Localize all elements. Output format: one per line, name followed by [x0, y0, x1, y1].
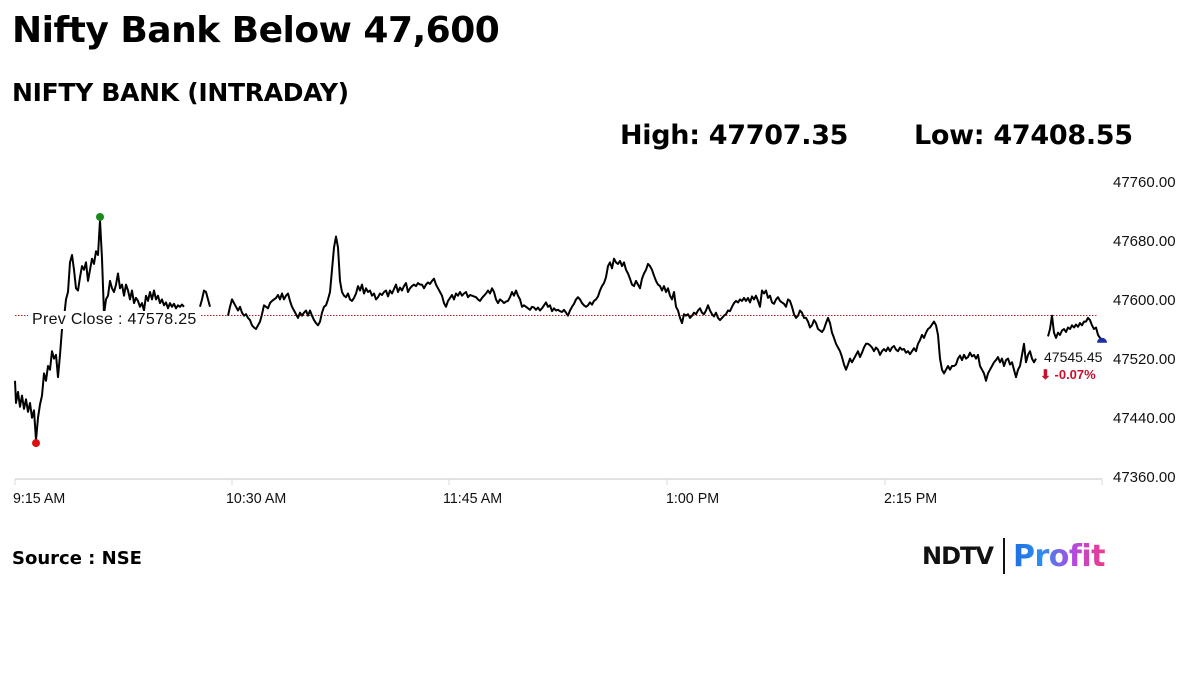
x-tick-label: 10:30 AM — [226, 490, 287, 507]
x-tick-label: 1:00 PM — [666, 490, 720, 507]
y-tick-label: 47600.00 — [1113, 292, 1176, 309]
prev-close-label: Prev Close : 47578.25 — [28, 311, 201, 329]
price-line — [14, 219, 1103, 441]
day-high: High: 47707.35 — [620, 120, 849, 151]
logo-profit-text: Profit — [1012, 538, 1106, 574]
x-tick-label: 2:15 PM — [884, 490, 938, 507]
last-price-marker — [1097, 337, 1107, 343]
logo-ndtv-text: NDTV — [922, 542, 994, 570]
source-note: Source : NSE — [12, 548, 142, 569]
x-tick-label: 11:45 AM — [443, 490, 503, 507]
x-tick-label: 9:15 AM — [13, 490, 66, 507]
low-marker — [32, 439, 40, 448]
change-percent-label: ⬇ -0.07% — [1040, 367, 1096, 382]
last-price-label: 47545.45 — [1044, 349, 1103, 365]
day-low: Low: 47408.55 — [914, 120, 1133, 151]
ndtv-profit-logo: NDTV Profit — [922, 536, 1106, 576]
high-marker — [96, 212, 104, 221]
logo-divider — [1002, 538, 1005, 574]
x-axis-tick-marks — [14, 479, 1103, 485]
chart-title: NIFTY BANK (INTRADAY) — [12, 78, 349, 107]
y-tick-label: 47520.00 — [1113, 351, 1176, 368]
y-tick-label: 47440.00 — [1113, 410, 1176, 427]
y-tick-label: 47760.00 — [1113, 174, 1176, 191]
y-tick-label: 47360.00 — [1113, 469, 1176, 486]
page-headline: Nifty Bank Below 47,600 — [12, 10, 500, 51]
y-tick-label: 47680.00 — [1113, 233, 1176, 250]
